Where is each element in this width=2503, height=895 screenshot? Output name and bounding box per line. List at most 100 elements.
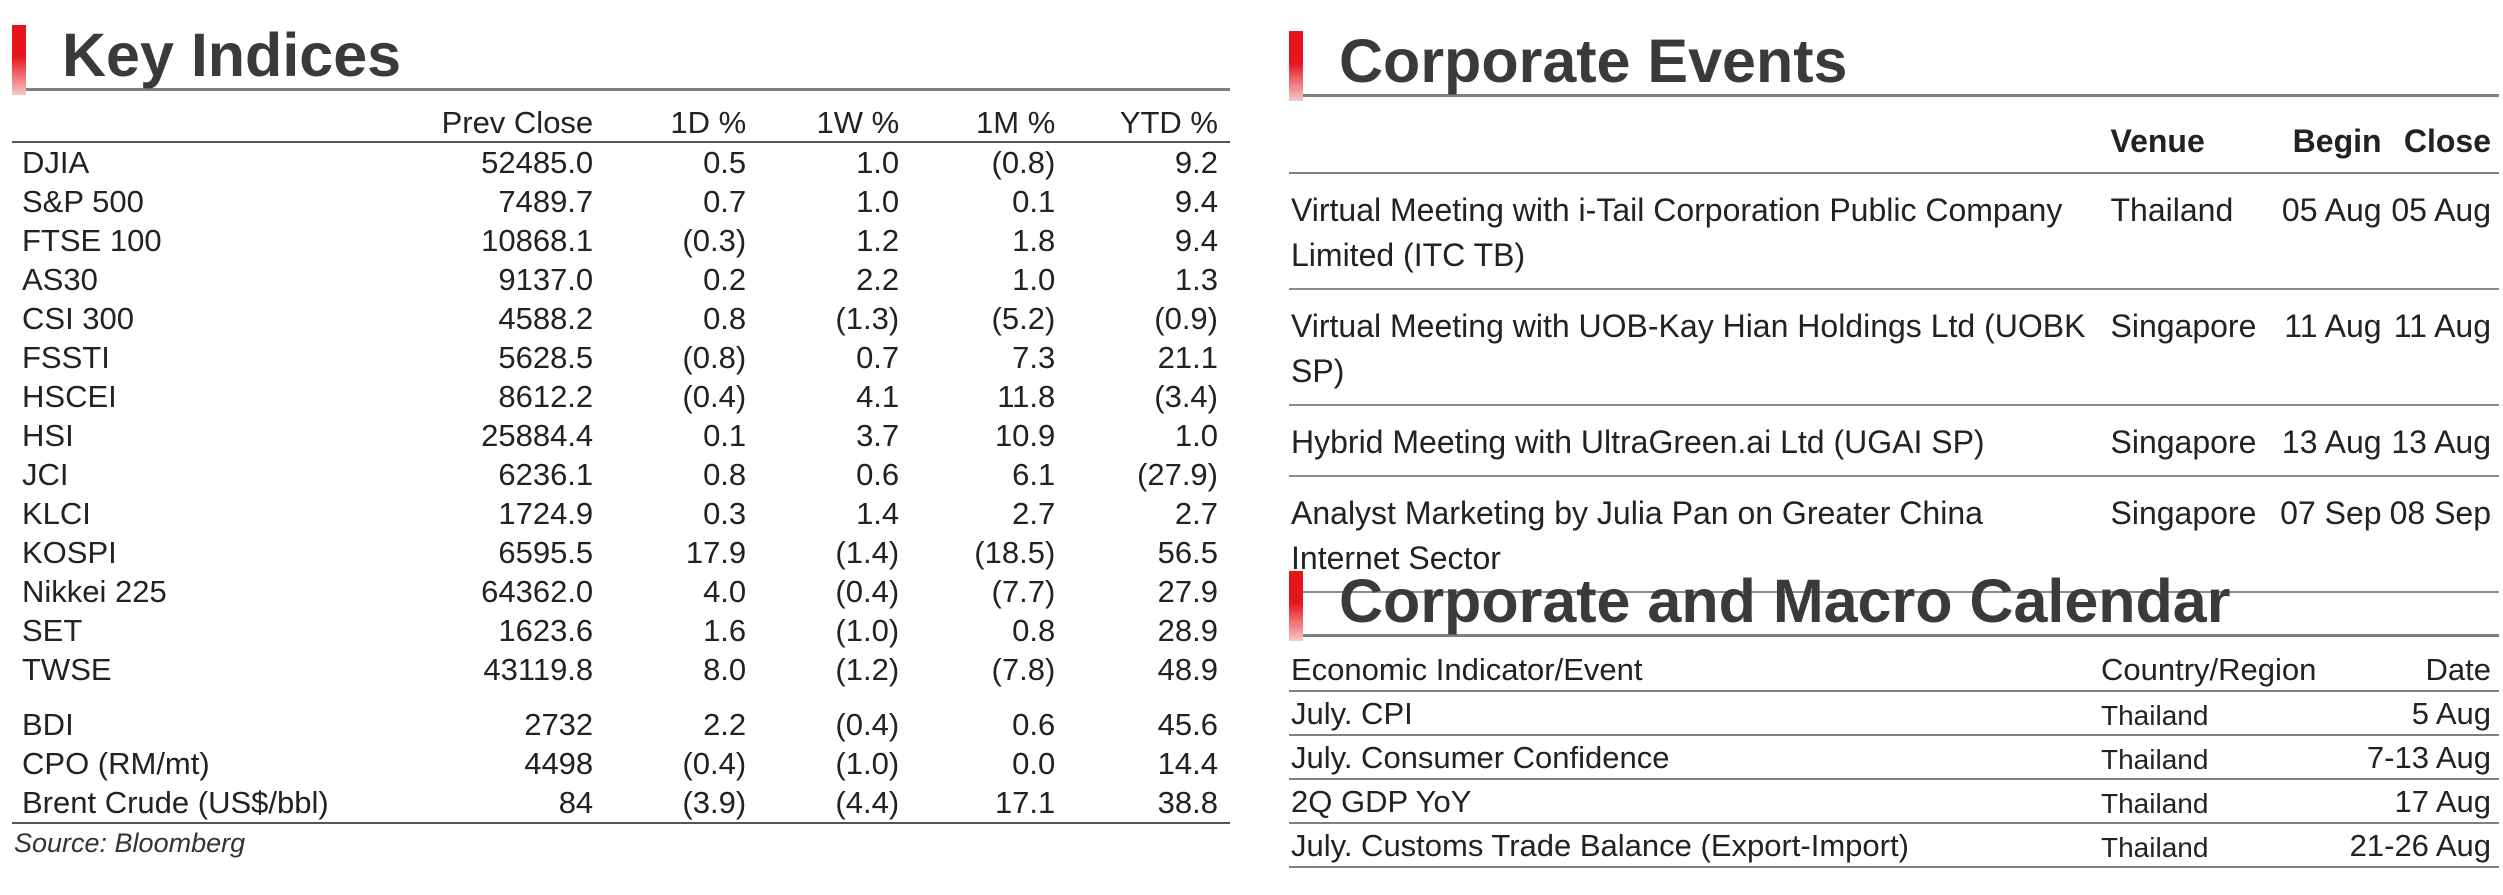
prev-close: 4498 xyxy=(524,746,594,781)
change-1d: 0.8 xyxy=(703,457,747,492)
change-1m: (5.2) xyxy=(991,301,1056,336)
change-ytd: (27.9) xyxy=(1137,457,1218,492)
calendar-date: 17 Aug xyxy=(2341,779,2499,824)
table-row: Hybrid Meeting with UltraGreen.ai Ltd (U… xyxy=(1289,405,2499,477)
change-ytd: (0.9) xyxy=(1154,301,1218,336)
index-name: JCI xyxy=(22,457,69,492)
column-header: 1M % xyxy=(911,104,1068,143)
index-name: S&P 500 xyxy=(22,184,144,219)
change-1m: 6.1 xyxy=(1012,457,1056,492)
event-begin: 13 Aug xyxy=(2280,405,2390,477)
corporate-events-header: Corporate Events xyxy=(1289,17,2499,101)
prev-close: 9137.0 xyxy=(498,262,594,297)
index-name: HSCEI xyxy=(22,379,117,414)
change-1m: 2.7 xyxy=(1012,496,1056,531)
change-ytd: 2.7 xyxy=(1174,496,1218,531)
change-1m: (7.8) xyxy=(991,652,1056,687)
change-1d: 0.3 xyxy=(703,496,747,531)
change-1w: 0.6 xyxy=(856,457,900,492)
change-1m: 0.6 xyxy=(1012,707,1056,742)
change-ytd: 9.4 xyxy=(1174,223,1218,258)
change-ytd: 14.4 xyxy=(1157,746,1218,781)
calendar-country: Thailand xyxy=(2101,691,2341,736)
change-1d: 8.0 xyxy=(703,652,747,687)
change-ytd: 56.5 xyxy=(1157,535,1218,570)
event-close: 05 Aug xyxy=(2389,173,2499,290)
index-name: Brent Crude (US$/bbl) xyxy=(12,783,329,824)
change-ytd: 9.2 xyxy=(1174,145,1218,180)
prev-close: 8612.2 xyxy=(498,379,594,414)
event-venue: Singapore xyxy=(2094,405,2281,477)
calendar-country: Thailand xyxy=(2101,823,2341,868)
change-ytd: 1.0 xyxy=(1174,418,1218,453)
change-1w: 4.1 xyxy=(856,379,900,414)
table-row: BDI 2732 2.2 (0.4) 0.6 45.6 xyxy=(12,689,1230,744)
change-1w: 1.0 xyxy=(856,145,900,180)
change-1w: 1.0 xyxy=(856,184,900,219)
change-ytd: 38.8 xyxy=(1067,783,1230,824)
key-indices-header: Key Indices xyxy=(12,11,1230,95)
table-header-row: Venue Begin Close xyxy=(1289,113,2499,174)
change-1d: (0.3) xyxy=(682,223,747,258)
index-name: HSI xyxy=(22,418,74,453)
change-1w: (4.4) xyxy=(758,783,912,824)
change-1w: (0.4) xyxy=(835,574,900,609)
calendar-header: Corporate and Macro Calendar xyxy=(1289,557,2499,641)
table-header-row: Prev Close 1D % 1W % 1M % YTD % xyxy=(12,104,1230,143)
change-1d: 1.6 xyxy=(703,613,747,648)
table-row: KOSPI 6595.5 17.9 (1.4) (18.5) 56.5 xyxy=(12,533,1230,572)
change-ytd: 21.1 xyxy=(1157,340,1218,375)
change-ytd: 1.3 xyxy=(1174,262,1218,297)
prev-close: 1623.6 xyxy=(498,613,594,648)
prev-close: 10868.1 xyxy=(481,223,594,258)
change-1m: (18.5) xyxy=(974,535,1056,570)
change-1m: 10.9 xyxy=(994,418,1056,453)
change-1m: 17.1 xyxy=(911,783,1068,824)
change-1m: 7.3 xyxy=(1012,340,1056,375)
prev-close: 64362.0 xyxy=(481,574,594,609)
event-close: 13 Aug xyxy=(2389,405,2499,477)
index-name: SET xyxy=(22,613,83,648)
table-row: CPO (RM/mt) 4498 (0.4) (1.0) 0.0 14.4 xyxy=(12,744,1230,783)
index-name: KOSPI xyxy=(22,535,117,570)
column-header: Begin xyxy=(2280,113,2390,174)
table-row: HSCEI 8612.2 (0.4) 4.1 11.8 (3.4) xyxy=(12,377,1230,416)
calendar-event: July. CPI xyxy=(1289,691,2101,736)
table-row: Brent Crude (US$/bbl) 84 (3.9) (4.4) 17.1 38.… xyxy=(12,783,1230,824)
prev-close: 5628.5 xyxy=(498,340,594,375)
event-venue: Singapore xyxy=(2094,476,2281,593)
event-close: 08 Sep xyxy=(2389,476,2499,593)
prev-close: 43119.8 xyxy=(483,652,594,687)
prev-close: 25884.4 xyxy=(481,418,594,453)
calendar-event: 2Q GDP YoY xyxy=(1289,779,2101,824)
column-header xyxy=(12,104,329,143)
column-header: Country/Region xyxy=(2101,649,2341,692)
corporate-events-title: Corporate Events xyxy=(1339,27,1848,95)
change-1w: 2.2 xyxy=(856,262,900,297)
index-name: TWSE xyxy=(22,652,112,687)
change-1d: 0.5 xyxy=(703,145,747,180)
change-1d: (0.4) xyxy=(682,379,747,414)
change-1m: 1.8 xyxy=(1012,223,1056,258)
key-indices-table: Prev Close 1D % 1W % 1M % YTD % DJIA 5248… xyxy=(12,104,1230,824)
accent-bar xyxy=(12,25,26,95)
change-1w: 0.7 xyxy=(856,340,900,375)
change-1d: 4.0 xyxy=(703,574,747,609)
table-row: July. Customs Trade Balance (Export-Impo… xyxy=(1289,823,2499,868)
change-1m: (7.7) xyxy=(991,574,1056,609)
index-name: DJIA xyxy=(22,145,90,180)
key-indices-title: Key Indices xyxy=(62,21,402,89)
table-row: Nikkei 225 64362.0 4.0 (0.4) (7.7) 27.9 xyxy=(12,572,1230,611)
event-name: Virtual Meeting with i-Tail Corporation … xyxy=(1289,173,2095,290)
accent-bar xyxy=(1289,31,1303,101)
calendar-date: 21-26 Aug xyxy=(2341,823,2499,868)
prev-close: 84 xyxy=(328,783,606,824)
table-row: HSI 25884.4 0.1 3.7 10.9 1.0 xyxy=(12,416,1230,455)
change-1w: (0.4) xyxy=(835,707,900,742)
calendar-event: July. Customs Trade Balance (Export-Impo… xyxy=(1289,823,2101,868)
event-close: 11 Aug xyxy=(2389,289,2499,406)
table-row: KLCI 1724.9 0.3 1.4 2.7 2.7 xyxy=(12,494,1230,533)
event-name: Virtual Meeting with UOB-Kay Hian Holdin… xyxy=(1289,289,2095,406)
table-row: JCI 6236.1 0.8 0.6 6.1 (27.9) xyxy=(12,455,1230,494)
change-1w: (1.4) xyxy=(835,535,900,570)
